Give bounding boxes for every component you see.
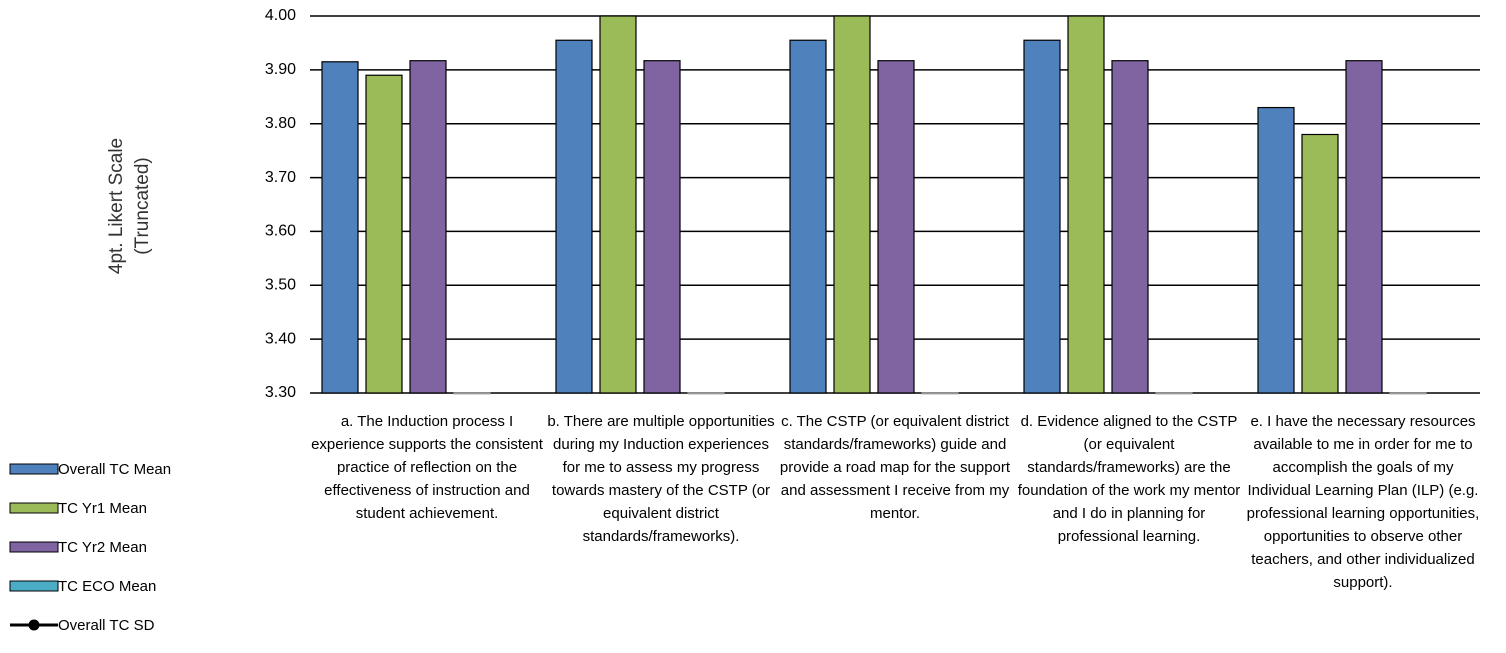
- bar: [1301, 133, 1339, 394]
- x-tick-label: a. The Induction process I experience su…: [311, 413, 543, 522]
- y-tick-label: 3.30: [265, 384, 296, 401]
- bar: [789, 39, 827, 394]
- bar: [1389, 392, 1427, 395]
- y-tick-label: 4.00: [265, 7, 296, 24]
- x-tick-label: d. Evidence aligned to the CSTP (or equi…: [1017, 413, 1241, 545]
- y-tick-label: 3.90: [265, 61, 296, 78]
- legend-label: TC Yr1 Mean: [58, 500, 147, 517]
- bar: [1023, 39, 1061, 394]
- y-tick-label: 3.40: [265, 330, 296, 347]
- y-axis-title: 4pt. Likert Scale (Truncated): [106, 137, 153, 275]
- y-tick-label: 3.80: [265, 115, 296, 132]
- bar: [1111, 60, 1149, 394]
- bar: [321, 61, 359, 394]
- bar: [687, 392, 725, 395]
- y-tick-label: 3.50: [265, 277, 296, 294]
- x-tick-label: e. I have the necessary resources availa…: [1246, 413, 1480, 591]
- legend-label: TC ECO Mean: [58, 578, 156, 595]
- legend-label: TC Yr2 Mean: [58, 539, 147, 556]
- bar: [1067, 15, 1105, 394]
- legend-swatch: [9, 541, 59, 553]
- legend-swatch: [9, 463, 59, 475]
- x-tick-label: b. There are multiple opportunities duri…: [547, 413, 775, 545]
- legend-label: Overall TC SD: [58, 617, 155, 634]
- bar: [877, 60, 915, 394]
- legend-marker: [28, 619, 40, 631]
- bar: [599, 15, 637, 394]
- bar: [921, 392, 959, 395]
- y-tick-label: 3.60: [265, 223, 296, 240]
- bar: [453, 392, 491, 395]
- y-tick-label: 3.70: [265, 169, 296, 186]
- legend-swatch: [9, 580, 59, 592]
- bar: [1155, 392, 1193, 395]
- legend-swatch: [9, 502, 59, 514]
- bar: [833, 15, 871, 394]
- bar: [1257, 106, 1295, 394]
- legend-label: Overall TC Mean: [58, 461, 171, 478]
- bar: [555, 39, 593, 394]
- bar: [409, 60, 447, 394]
- bar: [643, 60, 681, 394]
- bar: [1345, 60, 1383, 394]
- x-tick-label: c. The CSTP (or equivalent district stan…: [779, 413, 1011, 522]
- bar: [365, 74, 403, 394]
